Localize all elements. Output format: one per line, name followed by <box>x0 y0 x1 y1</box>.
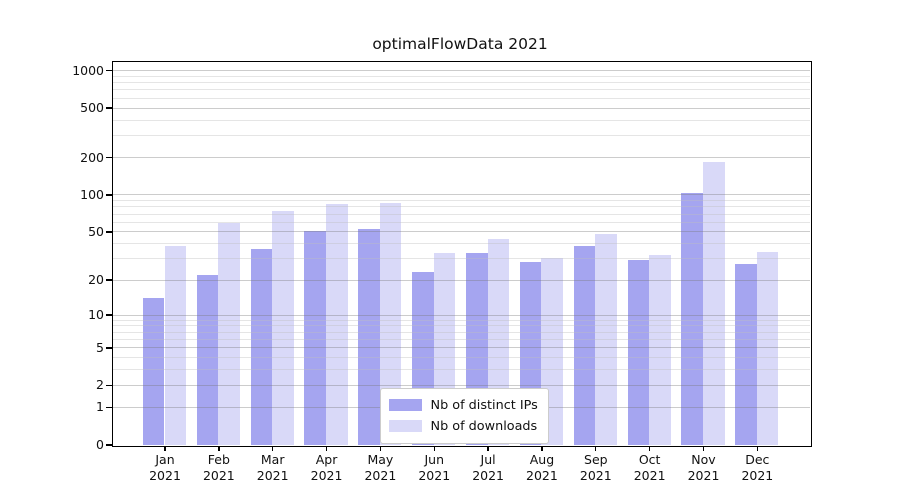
legend-label-downloads: Nb of downloads <box>430 418 538 434</box>
y-tick-label-0: 0 <box>96 437 104 452</box>
legend-swatch-distinct-ips <box>388 399 422 411</box>
x-tick-mark-mar <box>272 446 274 451</box>
bar-distinct-ips-apr <box>304 231 327 445</box>
y-tick-mark-0 <box>105 444 112 446</box>
y-tick-mark-50 <box>105 231 112 233</box>
gridline-500 <box>112 107 810 109</box>
bar-downloads-apr <box>326 203 348 445</box>
gridline-1000 <box>112 70 810 72</box>
plot-area: Nb of distinct IPs Nb of downloads <box>111 60 812 447</box>
gridline-800 <box>112 82 810 84</box>
bar-downloads-dec <box>756 251 779 445</box>
bar-distinct-ips-nov <box>681 193 703 445</box>
bar-downloads-jan <box>164 246 187 445</box>
x-tick-mark-apr <box>325 446 328 451</box>
x-tick-label-mar: Mar 2021 <box>256 452 289 483</box>
bar-downloads-nov <box>703 161 725 445</box>
gridline-600 <box>112 97 810 99</box>
y-tick-mark-500 <box>105 107 112 109</box>
y-tick-label-50: 50 <box>88 223 104 239</box>
x-tick-label-nov: Nov 2021 <box>687 452 720 483</box>
legend-item-distinct-ips: Nb of distinct IPs <box>388 395 538 416</box>
x-tick-label-feb: Feb 2021 <box>202 452 235 483</box>
gridline-300 <box>112 135 810 137</box>
bar-distinct-ips-may <box>358 229 380 445</box>
y-tick-mark-2 <box>105 384 112 387</box>
x-tick-mark-jul <box>487 446 489 451</box>
legend-label-distinct-ips: Nb of distinct IPs <box>430 397 538 413</box>
bar-distinct-ips-oct <box>627 260 650 445</box>
y-tick-label-2: 2 <box>96 377 104 393</box>
y-tick-mark-20 <box>105 279 112 281</box>
gridline-400 <box>112 119 810 121</box>
y-tick-label-20: 20 <box>88 272 104 288</box>
x-tick-label-jul: Jul 2021 <box>472 452 504 483</box>
legend-item-downloads: Nb of downloads <box>388 416 538 437</box>
x-tick-mark-jan <box>164 446 166 451</box>
x-tick-label-oct: Oct 2021 <box>633 452 666 483</box>
y-tick-mark-10 <box>105 314 112 316</box>
x-tick-label-may: May 2021 <box>364 452 397 483</box>
bar-distinct-ips-jan <box>142 297 165 445</box>
bar-downloads-sep <box>595 233 617 445</box>
y-tick-mark-100 <box>105 194 112 196</box>
x-tick-mark-sep <box>595 446 597 451</box>
gridline-900 <box>112 75 810 77</box>
x-tick-mark-dec <box>756 446 759 451</box>
x-tick-mark-jun <box>433 446 435 451</box>
y-tick-mark-1000 <box>105 69 112 72</box>
bar-downloads-may <box>379 202 402 445</box>
chart-title: optimalFlowData 2021 <box>372 35 548 53</box>
bar-distinct-ips-mar <box>250 248 273 445</box>
x-tick-label-dec: Dec 2021 <box>741 452 774 483</box>
bar-downloads-mar <box>272 210 294 445</box>
bar-distinct-ips-sep <box>573 246 596 445</box>
bar-distinct-ips-feb <box>196 274 219 445</box>
bar-downloads-oct <box>649 255 671 445</box>
x-tick-label-jun: Jun 2021 <box>418 452 451 483</box>
x-tick-mark-nov <box>702 446 705 451</box>
y-tick-mark-5 <box>105 347 112 349</box>
gridline-700 <box>112 89 810 91</box>
x-tick-mark-oct <box>648 446 651 451</box>
legend: Nb of distinct IPs Nb of downloads <box>379 387 549 444</box>
x-tick-mark-aug <box>541 446 543 451</box>
y-tick-label-1000: 1000 <box>72 62 104 78</box>
x-tick-label-apr: Apr 2021 <box>310 452 343 483</box>
bar-downloads-feb <box>218 222 240 445</box>
y-tick-label-100: 100 <box>80 186 104 202</box>
x-tick-label-jan: Jan 2021 <box>149 452 181 483</box>
x-tick-mark-may <box>379 446 382 451</box>
bar-distinct-ips-dec <box>735 263 757 445</box>
x-tick-mark-feb <box>218 446 220 451</box>
x-tick-label-sep: Sep 2021 <box>579 452 612 483</box>
legend-swatch-downloads <box>388 420 422 432</box>
y-tick-label-200: 200 <box>80 149 104 165</box>
y-tick-label-1: 1 <box>96 399 104 415</box>
y-tick-mark-200 <box>105 156 112 159</box>
gridline-200 <box>112 157 810 159</box>
y-tick-mark-1 <box>105 406 112 409</box>
y-tick-label-500: 500 <box>80 100 104 116</box>
y-tick-label-10: 10 <box>88 307 104 323</box>
x-tick-label-aug: Aug 2021 <box>526 452 558 483</box>
y-tick-label-5: 5 <box>96 339 104 355</box>
